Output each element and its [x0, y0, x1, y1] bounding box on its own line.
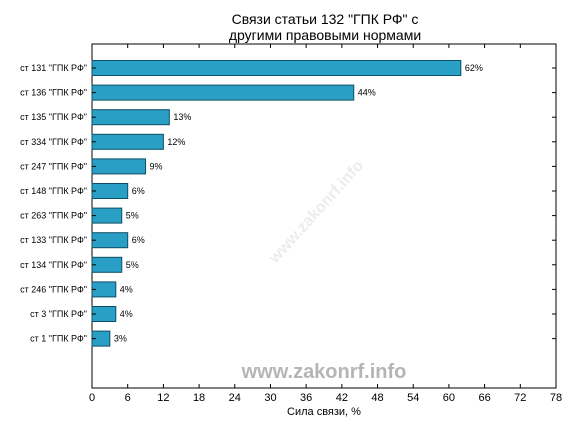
category-labels-layer: ст 131 "ГПК РФ" ст 136 "ГПК РФ" ст 135 "ГП…: [20, 63, 87, 344]
x-tick-label: 12: [157, 392, 169, 404]
x-tick-label: 42: [336, 392, 348, 404]
bars-layer: 62% 44% 13% 12% 9% 6% 5% 6% 5% 4% 4% 3%: [91, 60, 483, 347]
category-label: ст 131 "ГПК РФ": [20, 63, 87, 73]
category-label: ст 135 "ГПК РФ": [20, 112, 87, 122]
x-tick-label: 18: [193, 392, 205, 404]
x-tick-label: 6: [125, 392, 131, 404]
bar-value-label: 9%: [150, 161, 163, 171]
x-tick-label: 0: [89, 392, 95, 404]
bar-value-label: 44%: [358, 88, 376, 98]
x-tick-label: 72: [514, 392, 526, 404]
bar: [91, 183, 129, 199]
x-tick-label: 48: [371, 392, 383, 404]
category-label: ст 247 "ГПК РФ": [20, 161, 87, 171]
x-tick-label: 24: [229, 392, 241, 404]
ticks-layer: 0 6 12 18 24 30 36 42 48 54 60 66 72 78: [89, 44, 562, 404]
category-label: ст 148 "ГПК РФ": [20, 186, 87, 196]
bar-value-label: 6%: [132, 186, 145, 196]
watermark-text: www.zakonrf.info: [241, 361, 407, 383]
category-label: ст 263 "ГПК РФ": [20, 211, 87, 221]
category-label: ст 1 "ГПК РФ": [30, 334, 87, 344]
bar-value-label: 4%: [120, 284, 133, 294]
category-label: ст 334 "ГПК РФ": [20, 137, 87, 147]
x-axis-label: Сила связи, %: [287, 406, 361, 418]
bar: [91, 207, 123, 224]
bar-value-label: 12%: [167, 137, 185, 147]
watermark-diagonal: www.zakonrf.info: [266, 157, 368, 267]
bar-value-label: 3%: [114, 334, 127, 344]
category-label: ст 133 "ГПК РФ": [20, 235, 87, 245]
bar: [91, 158, 147, 175]
x-tick-label: 54: [407, 392, 419, 404]
x-tick-label: 60: [443, 392, 455, 404]
x-tick-label: 66: [478, 392, 490, 404]
x-tick-label: 78: [550, 392, 562, 404]
bar-value-label: 13%: [173, 112, 191, 122]
bar: [91, 60, 462, 76]
bar-value-label: 5%: [126, 260, 139, 270]
bar-value-label: 4%: [120, 309, 133, 319]
category-label: ст 136 "ГПК РФ": [20, 88, 87, 98]
chart-title-line-2: другими правовыми нормами: [229, 27, 421, 43]
bar: [91, 256, 123, 273]
x-tick-label: 30: [264, 392, 276, 404]
bar: [91, 109, 170, 126]
bar-value-label: 62%: [465, 63, 483, 73]
bar-value-label: 6%: [132, 235, 145, 245]
bar: [91, 133, 164, 150]
bar: [91, 84, 355, 101]
category-label: ст 246 "ГПК РФ": [20, 284, 87, 294]
bar-value-label: 5%: [126, 211, 139, 221]
x-tick-label: 36: [300, 392, 312, 404]
category-label: ст 3 "ГПК РФ": [30, 309, 87, 319]
category-label: ст 134 "ГПК РФ": [20, 260, 87, 270]
chart-title-line-1: Связи статьи 132 "ГПК РФ" с: [232, 11, 419, 27]
bar: [91, 232, 129, 249]
